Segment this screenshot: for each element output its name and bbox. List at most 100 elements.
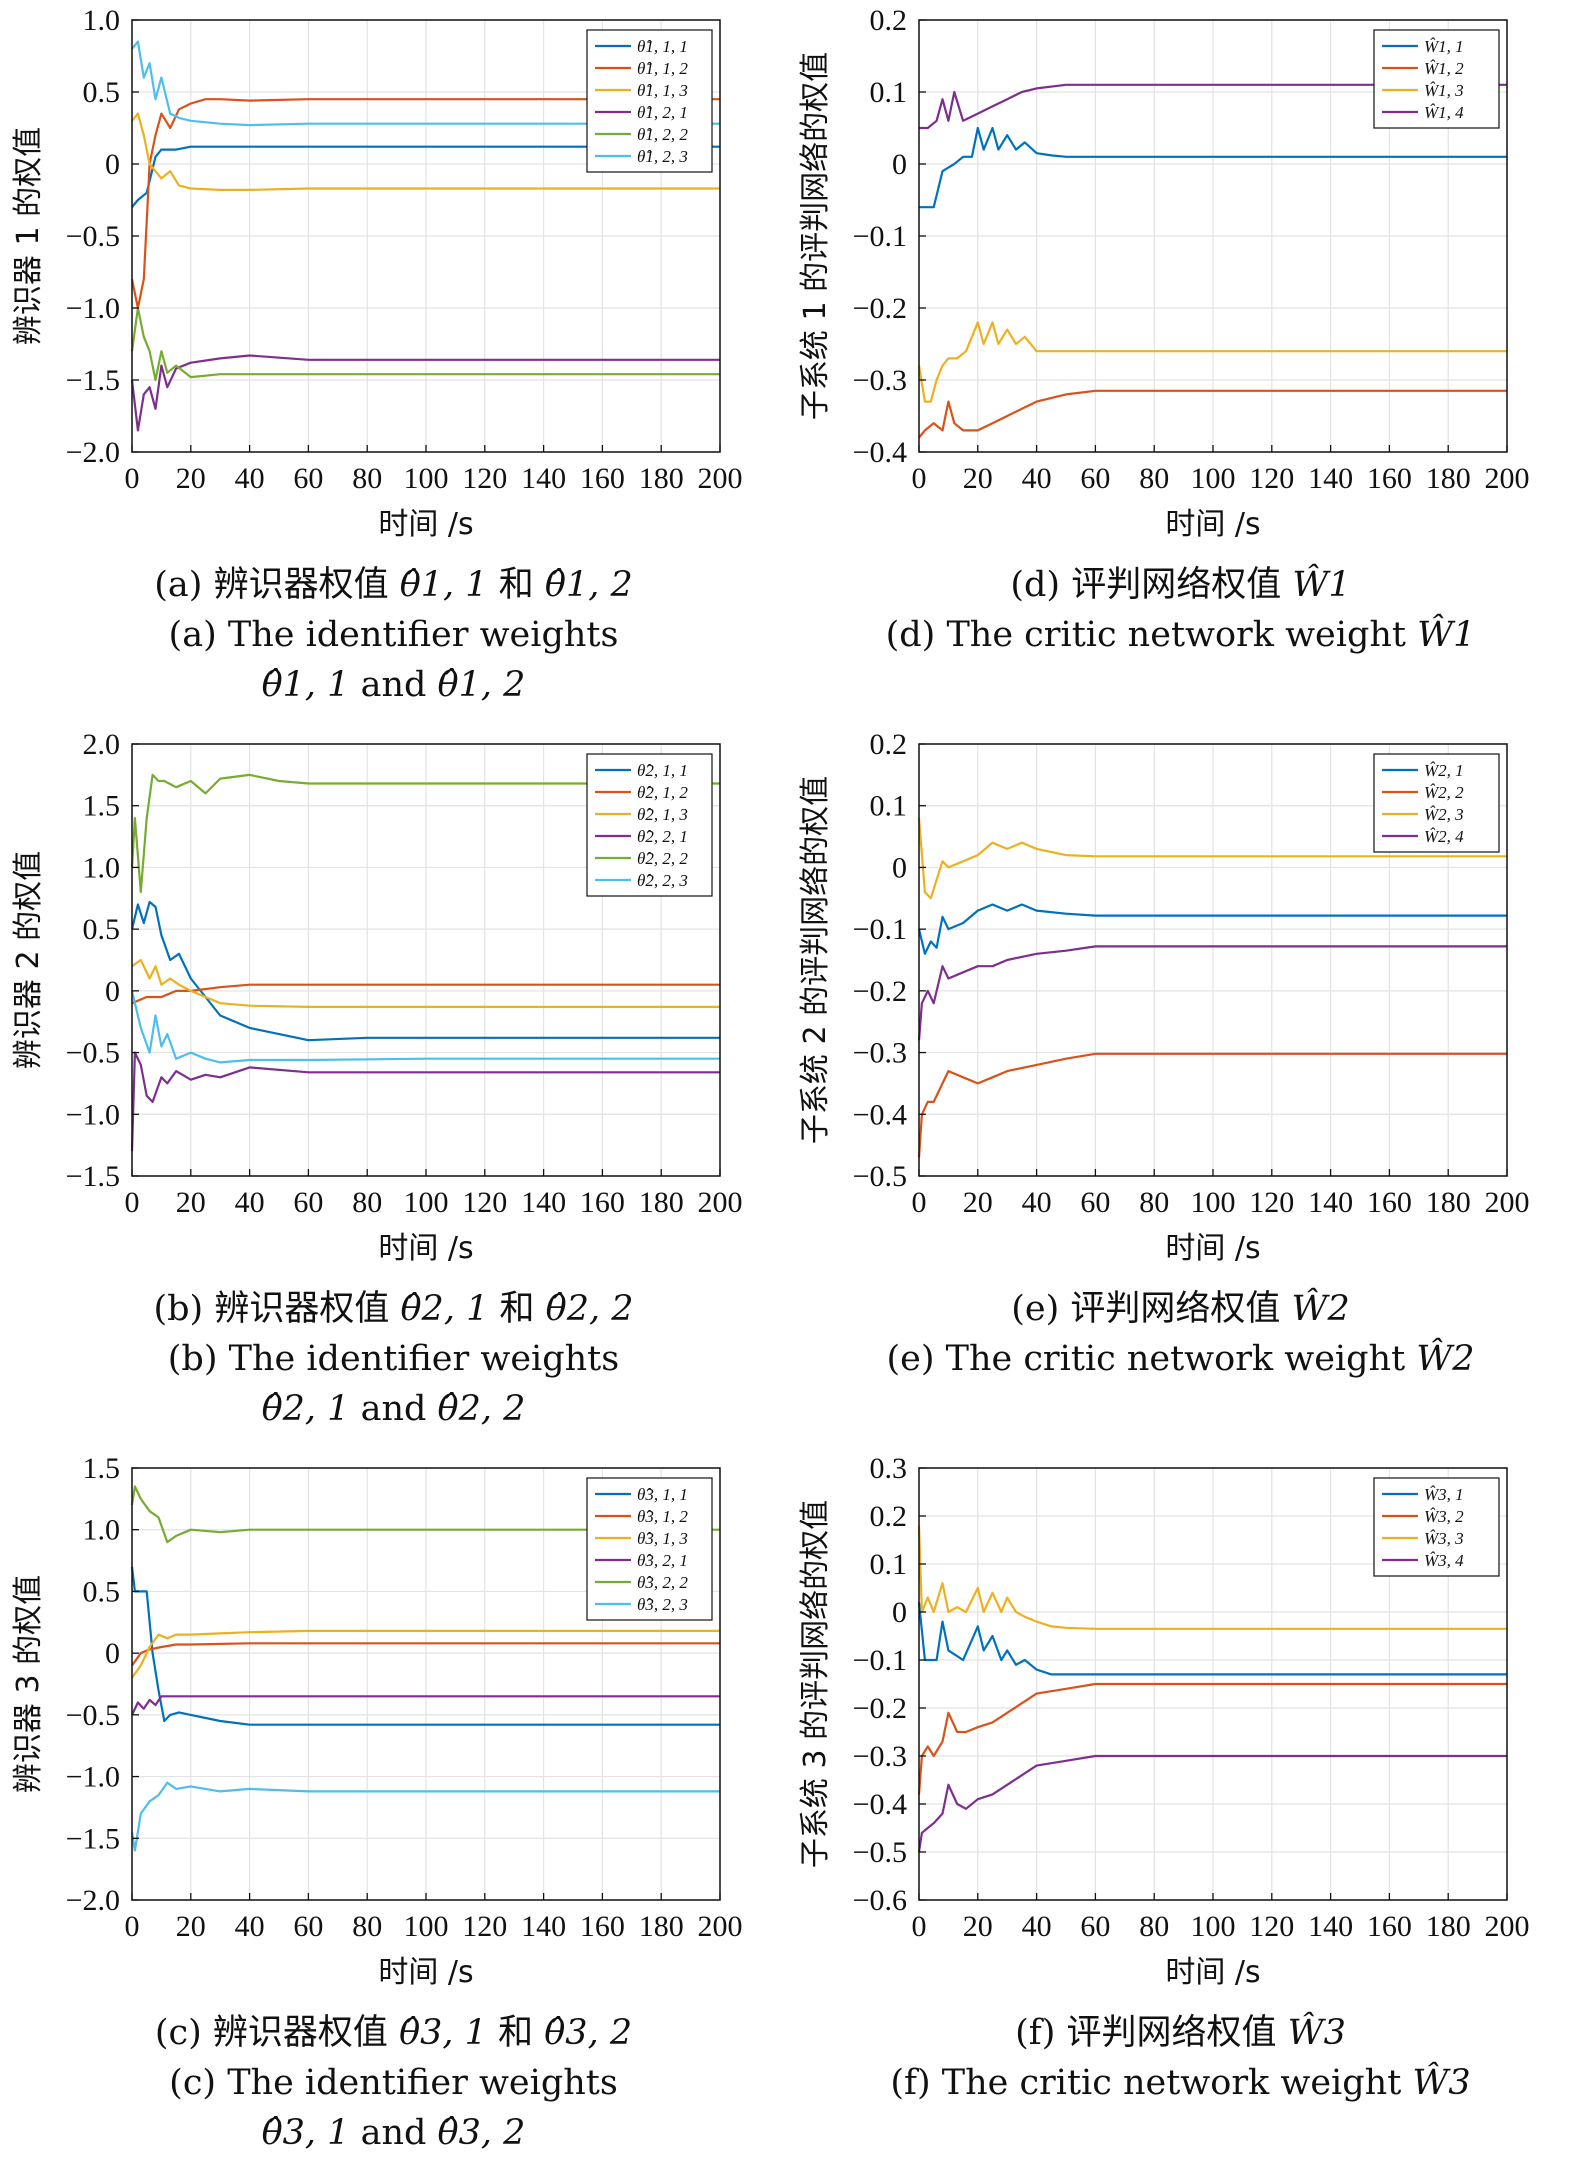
x-tick-label: 0 [125,1910,140,1943]
y-tick-label: 2.0 [83,728,121,761]
series-line-5 [130,773,720,894]
x-tick-label: 60 [293,462,323,495]
legend-label-1: Ŵ1, 1 [1424,37,1464,56]
series-line-5 [130,1485,720,1544]
y-tick-label: −1.5 [66,1822,120,1855]
legend-label-5: θ̂3, 2, 2 [637,1573,688,1592]
y-tick-label: 0.3 [870,1452,908,1485]
series-line-3 [131,1629,720,1679]
y-tick-label: 0.5 [83,1575,121,1608]
x-tick-label: 80 [352,1186,382,1219]
y-tick-label: −2.0 [66,1884,120,1917]
x-tick-label: 120 [462,462,507,495]
chart-critic-2: 0 20 40 60 80 100 120 140 160 180 200 0.2 0.1 0 −0.1 −0… [798,728,1530,1266]
series-line-2 [131,983,720,1005]
series-line-3 [131,112,720,191]
legend-label-2: θ̂3, 1, 2 [637,1507,688,1526]
series-line-2 [130,98,720,310]
caption-en-line2: θ̂2, 1 and θ̂2, 2 [261,1389,526,1429]
legend-label-2: Ŵ3, 2 [1424,1507,1464,1526]
legend-label-3: θ̂3, 1, 3 [637,1529,688,1548]
y-tick-label: 0 [105,148,120,181]
legend-label-5: θ̂1, 2, 2 [637,125,688,144]
caption-zh: (b) 辨识器权值 θ̂2, 1 和 θ̂2, 2 [153,1289,634,1329]
x-tick-label: 140 [521,1186,566,1219]
y-tick-label: 1.5 [83,790,121,823]
chart-critic-1: 0 20 40 60 80 100 120 140 160 180 200 0.2 0.1 0 −0.1 −0… [798,4,1530,542]
x-tick-label: 20 [963,462,993,495]
x-tick-label: 20 [176,462,206,495]
series-line-3 [917,1525,1507,1630]
y-tick-label: −0.3 [853,1740,907,1773]
series-line-1 [131,145,720,208]
chart-identifier-1: 0 20 40 60 80 100 120 140 160 180 200 1.0 0.5 0 −0.5 −1… [11,4,743,542]
series-line-1 [917,1602,1507,1676]
x-axis-label: 时间 /s [1165,1231,1260,1266]
y-tick-label: −0.5 [66,220,120,253]
y-tick-label: −1.0 [66,1761,120,1794]
x-tick-label: 160 [1367,1910,1412,1943]
x-tick-label: 80 [1139,1910,1169,1943]
x-tick-label: 40 [235,462,265,495]
x-tick-label: 200 [698,462,743,495]
panel-d: 0 20 40 60 80 100 120 140 160 180 200 0.2 0.1 0 −0.1 −0… [787,0,1574,724]
legend: Ŵ2, 1 Ŵ2, 2 Ŵ2, 3 Ŵ2, 4 [1373,753,1500,853]
y-axis-label: 辨识器 2 的权值 [11,851,46,1069]
x-tick-label: 120 [1249,462,1294,495]
y-tick-label: −0.2 [853,292,907,325]
grid [131,743,721,1177]
series-line-4 [919,83,1507,130]
legend-box [586,29,713,173]
legend: θ̂1, 1, 1 θ̂1, 1, 2 θ̂1, 1, 3 θ̂1, 2, 1 θ̂1,… [586,29,713,173]
x-tick-label: 80 [352,462,382,495]
legend-label-2: θ̂2, 1, 2 [637,783,688,802]
y-tick-label: 1.5 [83,1452,121,1485]
x-tick-label: 160 [580,1186,625,1219]
x-tick-label: 40 [235,1186,265,1219]
x-tick-label: 100 [404,1910,449,1943]
x-tick-label: 60 [1080,1186,1110,1219]
y-tick-label: 0.2 [870,4,908,37]
y-tick-label: 0 [105,975,120,1008]
series-line-4 [131,1695,720,1716]
series-line-3 [917,818,1507,900]
y-tick-label: −0.3 [853,364,907,397]
x-tick-label: 0 [125,462,140,495]
legend: Ŵ1, 1 Ŵ1, 2 Ŵ1, 3 Ŵ1, 4 [1373,29,1500,129]
series-line-2 [917,1052,1507,1158]
caption-en-line2: θ̂1, 1 and θ̂1, 2 [261,665,526,705]
x-tick-label: 20 [176,1186,206,1219]
legend: θ̂3, 1, 1 θ̂3, 1, 2 θ̂3, 1, 3 θ̂3, 2, 1 θ̂3,… [586,1477,713,1621]
x-tick-label: 60 [293,1910,323,1943]
x-tick-label: 180 [1426,1186,1471,1219]
series-line-2 [917,1682,1507,1795]
y-axis-label: 子系统 1 的评判网络的权值 [798,52,833,420]
legend-label-1: Ŵ3, 1 [1424,1485,1464,1504]
x-tick-label: 140 [521,462,566,495]
y-tick-label: −0.1 [853,220,907,253]
y-tick-label: 0.5 [83,76,121,109]
legend-label-3: Ŵ2, 3 [1424,805,1464,824]
x-tick-label: 180 [639,1910,684,1943]
x-tick-label: 40 [1022,1186,1052,1219]
series-line-4 [130,1051,720,1152]
legend-label-4: θ̂1, 2, 1 [637,103,688,122]
x-axis-label: 时间 /s [1165,507,1260,542]
x-tick-label: 180 [639,462,684,495]
x-tick-label: 80 [1139,1186,1169,1219]
series-line-6 [130,1781,720,1852]
legend-label-3: Ŵ1, 3 [1424,81,1464,100]
legend-label-1: θ̂2, 1, 1 [637,761,688,780]
y-tick-label: −0.2 [853,975,907,1008]
caption-en-line1: (e) The critic network weight Ŵ2 [886,1339,1475,1379]
y-tick-label: −1.5 [66,1160,120,1193]
y-tick-label: 0.1 [870,1548,908,1581]
series-line-1 [130,1566,720,1726]
y-tick-label: −1.5 [66,364,120,397]
y-tick-label: −0.3 [853,1037,907,1070]
legend: Ŵ3, 1 Ŵ3, 2 Ŵ3, 3 Ŵ3, 4 [1373,1477,1500,1577]
series-line-4 [917,945,1507,1041]
legend-label-4: Ŵ1, 4 [1424,103,1464,122]
x-tick-label: 0 [125,1186,140,1219]
y-tick-label: 1.0 [83,1514,121,1547]
